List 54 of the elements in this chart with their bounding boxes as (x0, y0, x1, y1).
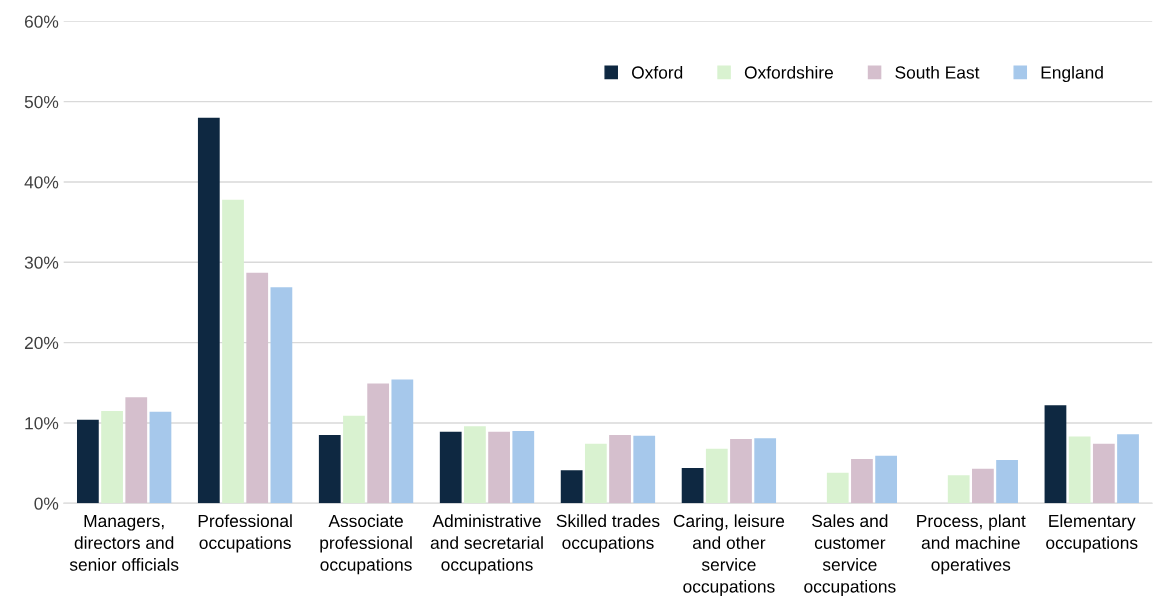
x-tick-label: Elementary occupations (1046, 514, 1138, 553)
bar (705, 448, 728, 504)
bar (197, 117, 220, 504)
bar (851, 459, 873, 504)
bar (318, 434, 341, 504)
bar (826, 472, 849, 504)
x-tick-label: Process, plant and machine operatives (917, 514, 1026, 575)
legend-label: England (1041, 65, 1103, 83)
bar (972, 468, 994, 504)
bar (947, 475, 970, 504)
bar (996, 459, 1018, 504)
bar (681, 467, 704, 504)
bar (343, 415, 365, 504)
y-tick-label: 0% (34, 497, 59, 510)
bar (101, 410, 123, 504)
x-tick-label: Managers, directors and senior officials (69, 515, 179, 571)
bar (560, 470, 583, 504)
bar (609, 434, 631, 504)
bar (584, 443, 607, 504)
bar (1092, 443, 1115, 504)
y-tick-label: 30% (24, 256, 59, 269)
bar (222, 199, 244, 504)
bar (633, 435, 656, 504)
bar (1068, 436, 1091, 504)
x-tick-label: Administrative and secretarial occupations (430, 514, 543, 575)
bar (512, 430, 535, 504)
x-tick-label: Caring, leisure and other service occupations (673, 514, 785, 597)
bar (1044, 405, 1067, 504)
y-tick-label: 20% (24, 336, 59, 350)
y-tick-label: 40% (24, 176, 59, 189)
bar (488, 431, 510, 504)
bar (391, 379, 414, 504)
x-tick-label: Skilled trades occupations (556, 514, 660, 553)
bar (439, 431, 462, 504)
bar (270, 287, 293, 504)
y-tick-label: 10% (25, 417, 59, 430)
x-tick-label: Associate professional occupations (320, 514, 412, 575)
bar (246, 272, 269, 504)
bar (367, 383, 390, 504)
bar (76, 419, 99, 504)
legend-label: South East (895, 65, 980, 79)
bar (875, 455, 898, 504)
x-tick-label: Sales and customer service occupations (804, 514, 896, 597)
bar (730, 439, 752, 504)
bar (754, 438, 777, 504)
bar (464, 426, 486, 504)
bar (125, 397, 148, 504)
y-tick-label: 50% (24, 95, 59, 109)
y-tick-label: 60% (24, 15, 59, 28)
bar (1117, 434, 1139, 504)
bar (149, 411, 172, 504)
x-tick-label: Professional occupations (198, 514, 292, 553)
legend-label: Oxford (632, 65, 683, 79)
legend-label: Oxfordshire (744, 65, 833, 79)
